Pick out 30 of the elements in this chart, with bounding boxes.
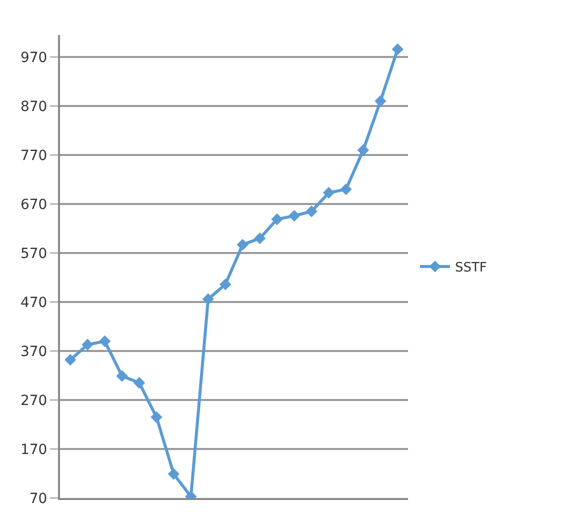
point bbox=[392, 43, 404, 56]
y-tick-label: 770 bbox=[20, 148, 48, 164]
point bbox=[236, 238, 248, 251]
point bbox=[168, 468, 180, 480]
point bbox=[133, 377, 146, 389]
point bbox=[254, 232, 266, 244]
point bbox=[306, 206, 318, 218]
y-tick-label: 970 bbox=[20, 50, 48, 66]
point bbox=[288, 210, 300, 222]
y-tick-label: 270 bbox=[20, 392, 48, 409]
point bbox=[220, 278, 232, 290]
y-tick-label: 570 bbox=[20, 246, 48, 262]
point bbox=[98, 335, 111, 348]
y-tick-label: 870 bbox=[20, 98, 48, 115]
point bbox=[202, 293, 214, 305]
y-tick-label: 670 bbox=[20, 196, 48, 213]
point bbox=[322, 186, 335, 199]
point bbox=[116, 370, 128, 382]
y-tick-label: 70 bbox=[29, 490, 48, 507]
point bbox=[82, 338, 94, 350]
y-tick-label: 470 bbox=[20, 294, 48, 311]
y-tick-label: 170 bbox=[20, 442, 48, 458]
point bbox=[150, 411, 162, 424]
point bbox=[64, 354, 76, 366]
point bbox=[374, 95, 386, 107]
point bbox=[357, 144, 370, 156]
legend-label: SSTF bbox=[454, 260, 487, 276]
y-tick-label: 370 bbox=[20, 344, 48, 360]
point bbox=[271, 213, 283, 226]
point bbox=[340, 183, 352, 196]
